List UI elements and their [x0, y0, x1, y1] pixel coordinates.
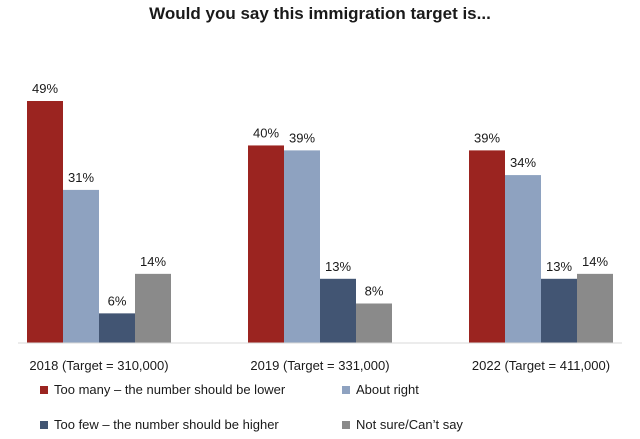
data-label-not-sure-2: 8%: [365, 283, 384, 298]
data-label-not-sure-3: 14%: [582, 254, 608, 269]
bar-too-few-1: [99, 313, 135, 343]
legend-item-about-right: About right: [342, 382, 419, 397]
bar-about-right-1: [63, 189, 99, 343]
category-label-1: 2018 (Target = 310,000): [29, 358, 168, 373]
bar-chart: 49% 31% 6% 14% 40% 39% 13% 8% 39% 34% 13% 14% 2018 …: [18, 81, 622, 373]
category-labels-layer: 2018 (Target = 310,000) 2019 (Target = 33…: [29, 358, 610, 373]
category-label-2: 2019 (Target = 331,000): [250, 358, 389, 373]
legend-swatch-about-right: [342, 385, 350, 394]
legend-swatch-too-few: [40, 420, 48, 429]
bar-not-sure-3: [577, 273, 613, 343]
data-label-not-sure-1: 14%: [140, 254, 166, 269]
legend-item-not-sure: Not sure/Can’t say: [342, 417, 463, 432]
bar-too-many-3: [469, 150, 505, 343]
bar-too-few-2: [320, 278, 356, 343]
bar-too-many-1: [27, 101, 63, 343]
value-labels-layer: 49% 31% 6% 14% 40% 39% 13% 8% 39% 34% 13% 14%: [32, 81, 608, 308]
legend-swatch-too-many: [40, 385, 48, 394]
data-label-too-many-3: 39%: [474, 130, 500, 145]
data-label-too-few-1: 6%: [108, 293, 127, 308]
bar-not-sure-2: [356, 303, 392, 343]
chart-title: Would you say this immigration target is…: [149, 4, 491, 23]
legend-label-about-right: About right: [356, 382, 419, 397]
data-label-about-right-3: 34%: [510, 155, 536, 170]
legend-item-too-many: Too many – the number should be lower: [40, 382, 285, 397]
category-label-3: 2022 (Target = 411,000): [472, 358, 610, 373]
bar-too-few-3: [541, 278, 577, 343]
data-label-about-right-1: 31%: [68, 170, 94, 185]
legend-label-too-few: Too few – the number should be higher: [54, 417, 279, 432]
bar-about-right-3: [505, 175, 541, 343]
legend-item-too-few: Too few – the number should be higher: [40, 417, 279, 432]
data-label-too-many-1: 49%: [32, 81, 58, 96]
data-label-too-few-3: 13%: [546, 259, 572, 274]
data-label-too-many-2: 40%: [253, 125, 279, 140]
bars-layer: [27, 101, 613, 343]
bar-too-many-2: [248, 145, 284, 343]
legend-label-too-many: Too many – the number should be lower: [54, 382, 286, 397]
legend-swatch-not-sure: [342, 420, 350, 429]
data-label-too-few-2: 13%: [325, 259, 351, 274]
data-label-about-right-2: 39%: [289, 130, 315, 145]
legend-label-not-sure: Not sure/Can’t say: [356, 417, 463, 432]
bar-not-sure-1: [135, 273, 171, 343]
bar-about-right-2: [284, 150, 320, 343]
